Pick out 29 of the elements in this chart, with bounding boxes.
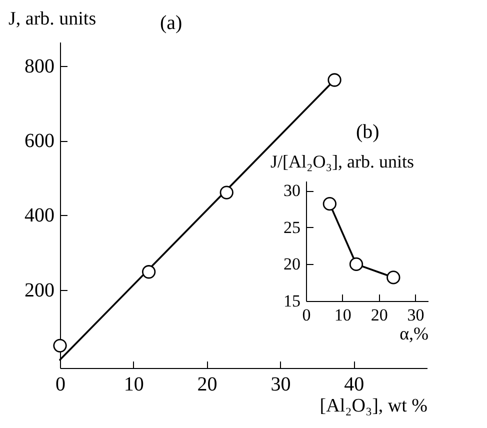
- x-tick-label: 10: [124, 374, 144, 396]
- x-tick-label: 40: [344, 374, 364, 396]
- y-tick-label: 25: [284, 218, 300, 237]
- x-tick-label: 30: [407, 306, 424, 324]
- y-tick-label: 800: [24, 56, 54, 78]
- chart-title: (b): [356, 121, 380, 143]
- y-tick-label: 15: [284, 292, 300, 310]
- x-tick-label: 0: [56, 374, 66, 396]
- y-tick-label: 200: [24, 279, 54, 302]
- y-axis-title: J/[Al₂O₃], arb. units: [270, 152, 414, 172]
- y-tick-label: 30: [284, 181, 300, 200]
- point: [386, 270, 400, 284]
- x-tick-label: 0: [302, 306, 311, 324]
- point: [322, 197, 336, 211]
- y-tick-label: 20: [284, 254, 300, 274]
- x-tick-label: 20: [197, 374, 218, 396]
- point: [349, 257, 364, 271]
- point: [220, 186, 234, 200]
- point: [142, 265, 156, 279]
- x-axis-title: α,%: [400, 324, 428, 344]
- y-tick-label: 600: [24, 130, 54, 152]
- point: [53, 338, 67, 352]
- y-tick-label: 400: [24, 204, 54, 227]
- x-tick-label: 10: [334, 306, 352, 324]
- chart-title: (a): [160, 12, 182, 34]
- x-axis-title: [Al₂O₃], wt %: [320, 396, 428, 416]
- x-tick-label: 20: [370, 306, 388, 324]
- point: [328, 73, 342, 87]
- y-axis-title: J, arb. units: [8, 8, 96, 30]
